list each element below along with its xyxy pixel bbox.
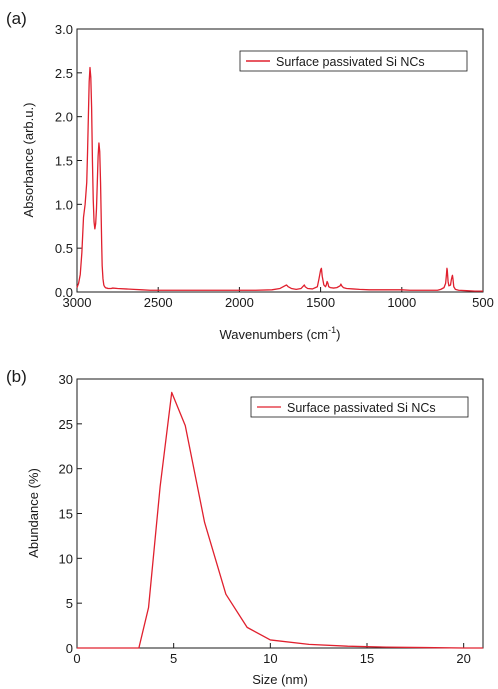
panel-a-legend-label: Surface passivated Si NCs [276, 55, 425, 69]
panel-b-y-tick-label: 10 [59, 551, 73, 566]
panel-b-x-tick-label: 10 [263, 651, 277, 666]
panel-a-x-tick-label: 1000 [387, 295, 416, 310]
panel-a-y-tick-label: 1.5 [55, 154, 73, 169]
panel-a-absorbance-chart: (a) 3000 2500 2000 1500 1000 500 0.0 0.5 1.0 1.5 2… [6, 9, 494, 342]
panel-b-y-tick-label: 20 [59, 462, 73, 477]
panel-a-x-tick-label: 1500 [306, 295, 335, 310]
panel-b-x-tick-label: 0 [73, 651, 80, 666]
panel-a-x-tick-label: 2000 [225, 295, 254, 310]
panel-a-legend-box [239, 50, 468, 72]
panel-b-plot-frame [76, 378, 484, 649]
panel-a-x-axis-title-sup: -1 [328, 325, 336, 335]
panel-a-legend: Surface passivated Si NCs [239, 50, 468, 72]
panel-a-y-tick-label: 0.0 [55, 285, 73, 300]
panel-b-ticks: 0 5 10 15 20 0 5 10 15 20 25 30 [59, 372, 471, 666]
panel-a-x-tick-label: 500 [472, 295, 494, 310]
panel-b-y-tick-label: 0 [66, 641, 73, 656]
panel-b-series-line [77, 391, 483, 649]
panel-a-y-tick-label: 0.5 [55, 241, 73, 256]
panel-a-x-axis-title-main: Wavenumbers (cm [220, 327, 329, 342]
panel-b-y-tick-label: 15 [59, 507, 73, 522]
panel-b-y-tick-label: 30 [59, 372, 73, 387]
panel-a-x-tick-label: 3000 [63, 295, 92, 310]
panel-a-y-axis-title: Absorbance (arb.u.) [21, 103, 36, 218]
panel-b-legend: Surface passivated Si NCs [250, 396, 469, 418]
panel-a-y-tick-label: 2.5 [55, 66, 73, 81]
panel-b-x-tick-label: 20 [456, 651, 470, 666]
panel-b-y-tick-label: 5 [66, 596, 73, 611]
panel-a-y-tick-label: 2.0 [55, 110, 73, 125]
panel-b-legend-box [250, 396, 469, 418]
panel-a-x-tick-label: 2500 [144, 295, 173, 310]
panel-a-ticks: 3000 2500 2000 1500 1000 500 0.0 0.5 1.0 1.5 2.0 2.… [55, 22, 494, 310]
panel-a-series-group [76, 66, 483, 292]
panel-a-y-tick-label: 1.0 [55, 197, 73, 212]
panel-b-label: (b) [6, 367, 27, 386]
panel-b-x-axis-title: Size (nm) [252, 672, 308, 687]
panel-b-y-tick-label: 25 [59, 417, 73, 432]
panel-a-x-axis-title-suffix: ) [336, 327, 340, 342]
panel-b-legend-label: Surface passivated Si NCs [287, 401, 436, 415]
panel-a-y-tick-label: 3.0 [55, 22, 73, 37]
panel-b-series-group [77, 391, 483, 649]
panel-a-x-axis-title: Wavenumbers (cm-1) [220, 325, 341, 342]
panel-b-x-tick-label: 5 [170, 651, 177, 666]
panel-b-size-distribution-chart: (b) 0 5 10 15 20 0 5 10 15 20 25 30 Surface passiva… [6, 367, 484, 687]
panel-a-label: (a) [6, 9, 27, 28]
panel-a-series-line [76, 66, 483, 292]
panel-b-y-axis-title: Abundance (%) [26, 468, 41, 558]
panel-b-x-tick-label: 15 [360, 651, 374, 666]
